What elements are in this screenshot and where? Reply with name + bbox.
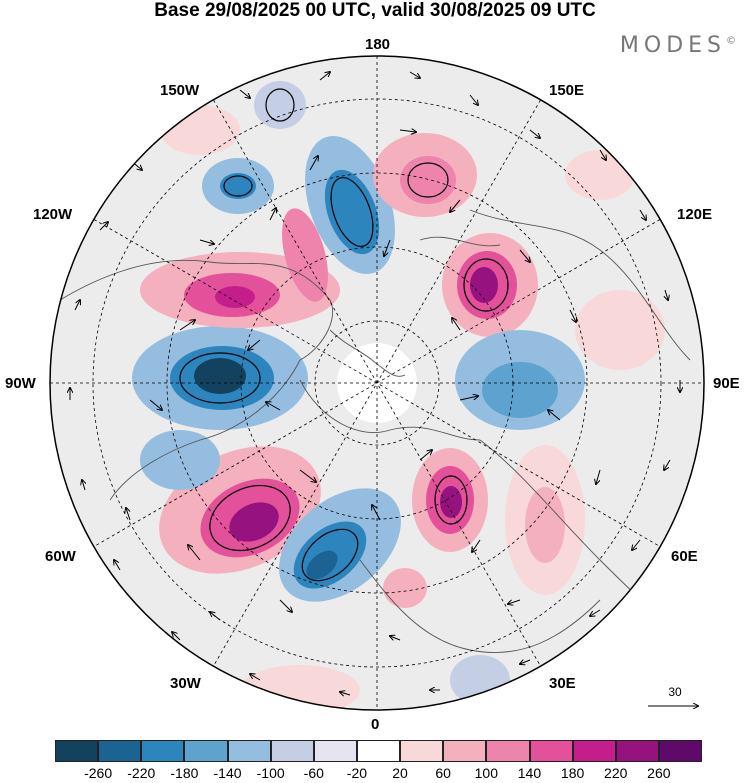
colorbar-tick-label: -140	[213, 765, 242, 781]
colorbar-swatch	[356, 740, 401, 762]
modes-logo: MODES©	[619, 33, 736, 58]
colorbar	[55, 740, 703, 762]
colorbar-swatch	[141, 740, 185, 762]
colorbar-swatch	[98, 740, 142, 762]
colorbar-tick-label: -100	[256, 765, 285, 781]
map-title: Base 29/08/2025 00 UTC, valid 30/08/2025…	[154, 0, 596, 21]
colorbar-tick-label: 100	[474, 765, 499, 781]
colorbar-tick-label: 140	[517, 765, 542, 781]
lon-label-120w: 120W	[33, 206, 73, 223]
colorbar-swatch	[55, 740, 99, 762]
lon-label-0: 0	[371, 716, 380, 733]
lon-label-120e: 120E	[677, 206, 713, 223]
colorbar-swatch	[486, 740, 530, 762]
colorbar-swatch	[227, 740, 271, 762]
colorbar-ticks: -260 -220 -180 -140 -100 -60 -20 20 60 100 140 180 2…	[0, 765, 750, 783]
height-contours	[179, 88, 509, 582]
colorbar-swatch	[400, 740, 444, 762]
colorbar-tick-label: -180	[170, 765, 199, 781]
colorbar-tick-label: 260	[647, 765, 671, 781]
lon-label-60w: 60W	[45, 548, 76, 565]
map-boundary	[49, 55, 705, 711]
graticule	[50, 56, 704, 710]
colorbar-tick-label: -260	[84, 765, 113, 781]
lon-label-30w: 30W	[170, 675, 201, 692]
colorbar-swatch	[615, 740, 659, 762]
colorbar-swatch	[184, 740, 228, 762]
colorbar-tick-label: -220	[127, 765, 156, 781]
colorbar-swatch	[572, 740, 616, 762]
colorbar-tick-label: 20	[392, 765, 408, 781]
colorbar-swatch	[529, 740, 573, 762]
colorbar-tick-label: -60	[303, 765, 324, 781]
lon-label-30e: 30E	[549, 675, 576, 692]
colorbar-swatch	[658, 740, 703, 762]
lon-label-150e: 150E	[549, 82, 585, 99]
colorbar-swatch	[270, 740, 314, 762]
lon-label-150w: 150W	[160, 82, 200, 99]
lon-label-60e: 60E	[671, 548, 698, 565]
lon-label-90w: 90W	[5, 375, 36, 392]
wind-vectors	[70, 72, 680, 695]
colorbar-tick-label: 60	[435, 765, 451, 781]
colorbar-tick-label: -20	[346, 765, 368, 781]
colorbar-tick-label: 180	[560, 765, 585, 781]
lon-label-90e: 90E	[713, 375, 740, 392]
colorbar-swatch	[313, 740, 357, 762]
colorbar-tick-label: 220	[604, 765, 628, 781]
reference-vector-label: 30	[668, 685, 682, 699]
colorbar-swatch	[443, 740, 487, 762]
lon-label-180: 180	[365, 36, 391, 53]
